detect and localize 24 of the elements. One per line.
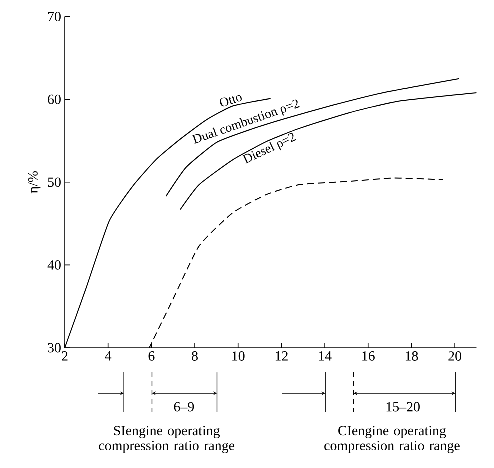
y-axis-title: η/% bbox=[28, 171, 41, 194]
text: CIengine operating compression ratio range bbox=[324, 426, 460, 454]
x-tick-label: 16 bbox=[362, 352, 375, 361]
x-tick-label: 12 bbox=[276, 352, 288, 361]
y-tick-label: 30 bbox=[48, 343, 61, 353]
y-tick-label: 60 bbox=[48, 94, 61, 104]
line-series bbox=[180, 92, 478, 210]
line-series bbox=[166, 78, 460, 197]
y-tick-label: 40 bbox=[48, 260, 61, 270]
text: Diesel ρ=2 bbox=[242, 133, 296, 164]
x-tick-label: 2 bbox=[62, 352, 68, 361]
x-tick-label: 20 bbox=[448, 352, 462, 361]
text: Otto bbox=[220, 95, 242, 107]
x-tick-label: 8 bbox=[192, 352, 198, 361]
x-tick-label: 4 bbox=[105, 352, 112, 361]
x-tick-label: 10 bbox=[232, 352, 245, 361]
text: SIengine operating compression ratio range bbox=[99, 426, 235, 454]
text: 15–20 bbox=[386, 402, 420, 412]
x-tick-label: 6 bbox=[148, 352, 155, 361]
y-tick-label: 50 bbox=[48, 178, 61, 188]
x-tick-label: 14 bbox=[319, 352, 332, 361]
x-tick-label: 18 bbox=[406, 352, 418, 361]
y-tick-label: 70 bbox=[48, 12, 61, 22]
text: 6–9 bbox=[174, 402, 194, 412]
